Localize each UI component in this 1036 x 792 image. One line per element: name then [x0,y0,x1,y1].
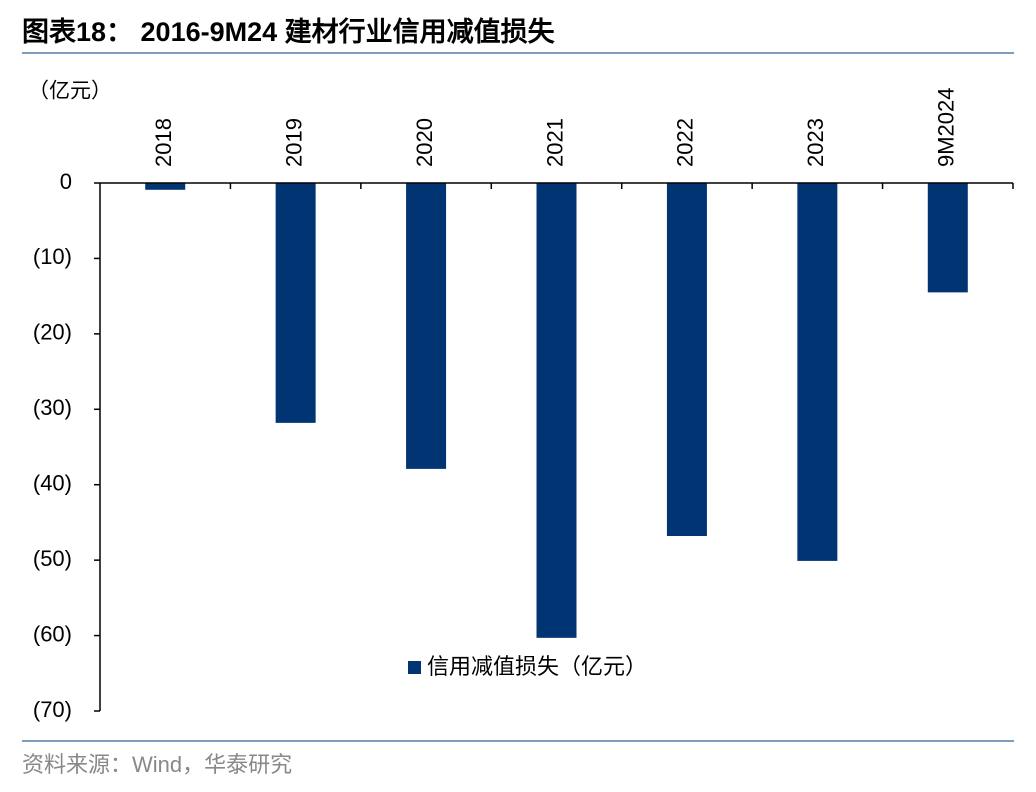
bar [927,183,968,293]
x-tick-label: 2020 [412,118,437,167]
x-tick-label: 2022 [673,118,698,167]
bar [666,183,707,537]
legend-swatch [408,661,421,674]
chart-title: 图表18： 2016-9M24 建材行业信用减值损失 [22,16,556,47]
y-tick-label: (30) [33,395,72,420]
x-tick-label: 2018 [151,118,176,167]
y-tick-label: (50) [33,546,72,571]
y-tick-label: (40) [33,471,72,496]
x-tick-label: 2021 [542,118,567,167]
y-tick-label: (70) [33,697,72,722]
legend-label: 信用减值损失（亿元） [427,654,647,679]
bar [275,183,316,423]
x-tick-label: 2023 [803,118,828,167]
y-tick-label: 0 [60,169,72,194]
y-tick-label: (20) [33,320,72,345]
bar [406,183,447,469]
y-tick-label: (60) [33,621,72,646]
x-tick-label: 9M2024 [934,87,959,167]
y-tick-label: (10) [33,244,72,269]
bar [536,183,577,638]
unit-label: （亿元） [28,80,112,103]
bar [797,183,838,561]
source-note: 资料来源：Wind，华泰研究 [22,752,292,777]
x-tick-label: 2019 [281,118,306,167]
bar [145,183,186,190]
